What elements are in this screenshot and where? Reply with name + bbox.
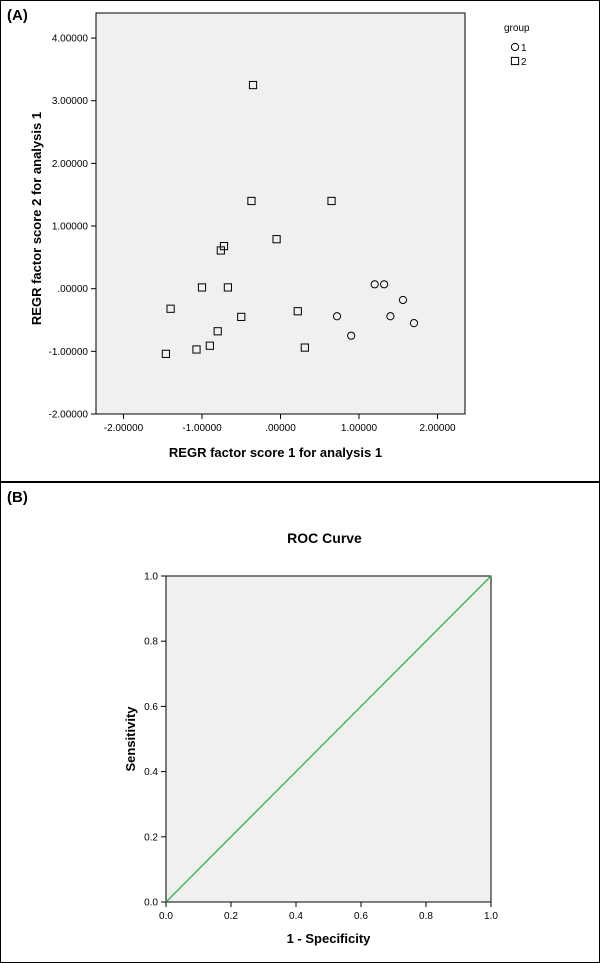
x-tick-label: -1.00000 (182, 423, 222, 434)
y-tick-label: 0.2 (144, 832, 158, 843)
x-tick-label: 1.0 (484, 911, 498, 922)
y-tick-label: 0.4 (144, 767, 158, 778)
x-tick-label: 0.6 (354, 911, 368, 922)
y-axis-label: Sensitivity (123, 706, 138, 772)
y-tick-label: 2.00000 (52, 159, 89, 170)
y-tick-label: 0.6 (144, 702, 158, 713)
data-point-group-1 (409, 319, 419, 328)
x-tick-label: 0.4 (289, 911, 303, 922)
legend-marker-group-2 (510, 56, 520, 66)
y-tick-label: 1.0 (144, 572, 158, 583)
x-tick-label: 0.2 (224, 911, 238, 922)
data-point-group-1 (380, 280, 389, 289)
legend-marker-group-1 (510, 42, 520, 52)
x-tick-label: .00000 (265, 423, 296, 434)
y-tick-label: 3.00000 (52, 96, 89, 107)
data-point-group-2 (216, 246, 225, 255)
legend-title: group (504, 23, 530, 34)
x-tick-label: -2.00000 (104, 423, 144, 434)
data-point-group-1 (347, 331, 356, 340)
y-tick-label: -2.00000 (49, 410, 89, 421)
legend-label-group-2: 2 (521, 57, 527, 68)
x-axis-label: 1 - Specificity (287, 931, 372, 946)
x-axis-label: REGR factor score 1 for analysis 1 (169, 445, 382, 460)
data-point-group-2 (300, 343, 309, 352)
data-point-group-2 (248, 80, 258, 90)
y-tick-label: .00000 (57, 284, 88, 295)
x-tick-label: 1.00000 (341, 423, 378, 434)
data-point-group-2 (237, 312, 246, 321)
legend-label-group-1: 1 (521, 43, 527, 54)
chart-title: ROC Curve (287, 530, 362, 546)
plot-area (95, 12, 466, 415)
y-tick-label: -1.00000 (49, 347, 89, 358)
data-point-group-2 (197, 283, 207, 292)
data-point-group-1 (398, 295, 408, 305)
panel-b: (B) ROC Curve 0.0 0.2 0.4 0.6 0.8 1.0 0.0 0.2 0.4… (0, 482, 600, 963)
data-point-group-2 (327, 196, 336, 206)
data-point-group-2 (223, 283, 232, 292)
panel-a: (A) -2.00000 -1.00000.00000 1.00000 2.00000… (0, 0, 600, 482)
y-tick-label: 0.0 (144, 898, 158, 909)
data-point-group-1 (386, 312, 395, 321)
panel-b-label: (B) (7, 489, 28, 506)
x-tick-label: 2.00000 (419, 423, 456, 434)
data-point-group-1 (370, 280, 379, 289)
data-point-group-2 (205, 341, 214, 350)
y-tick-label: 0.8 (144, 637, 158, 648)
data-point-group-2 (213, 327, 222, 336)
y-axis-label: REGR factor score 2 for analysis 1 (29, 112, 44, 325)
roc-line (165, 575, 492, 903)
roc-chart: ROC Curve 0.0 0.2 0.4 0.6 0.8 1.0 0.0 0.2 0.4 0.6 0… (123, 530, 498, 946)
data-point-group-2 (192, 345, 201, 354)
data-point-group-2 (166, 304, 175, 313)
panel-a-label: (A) (7, 7, 28, 24)
data-point-group-2 (293, 307, 302, 316)
data-point-group-2 (272, 235, 281, 244)
data-point-group-2 (247, 196, 256, 206)
x-tick-label: 0.0 (159, 911, 173, 922)
y-tick-label: 1.00000 (52, 222, 89, 233)
scatter-chart: -2.00000 -1.00000.00000 1.00000 2.00000-2.0… (29, 12, 530, 460)
y-tick-label: 4.00000 (52, 34, 89, 45)
data-point-group-2 (161, 349, 170, 358)
data-point-group-1 (332, 312, 342, 321)
x-tick-label: 0.8 (419, 911, 433, 922)
